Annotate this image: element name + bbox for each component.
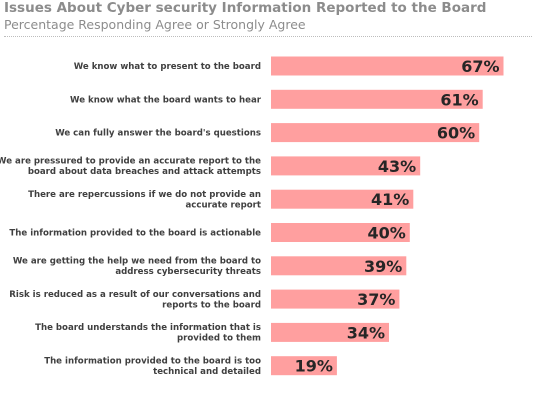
value-label-3: 60% (437, 124, 475, 143)
category-label-6: The information provided to the board is… (9, 229, 261, 239)
chart-title: Issues About Cyber security Information … (4, 0, 487, 16)
bar-8 (271, 289, 400, 309)
bar-7 (271, 256, 407, 276)
category-label-8-line-1: Risk is reduced as a result of our conve… (9, 290, 261, 300)
category-label-9-line-1: The board understands the information th… (35, 323, 261, 333)
category-label-4-line-2: board about data breaches and attack att… (28, 167, 261, 177)
header-divider (4, 36, 532, 37)
value-label-6: 40% (368, 224, 406, 243)
value-label-4: 43% (378, 157, 416, 176)
category-label-10-line-2: technical and detailed (153, 367, 261, 377)
value-label-5: 41% (371, 190, 409, 209)
value-label-1: 67% (461, 57, 499, 76)
category-label-1: We know what to present to the board (74, 62, 261, 72)
bar-4 (271, 156, 421, 176)
category-label-9-line-2: provided to them (177, 334, 261, 344)
bar-6 (271, 223, 410, 242)
bar-2 (271, 89, 483, 109)
category-label-3: We can fully answer the board's question… (55, 129, 261, 139)
bar-1 (271, 56, 504, 76)
bar-5 (271, 189, 414, 209)
category-label-7-line-1: We are getting the help we need from the… (13, 257, 261, 267)
value-label-10: 19% (295, 357, 333, 376)
category-label-5-line-2: accurate report (185, 200, 261, 210)
bar-10 (271, 356, 337, 376)
value-label-8: 37% (357, 290, 395, 309)
bar-3 (271, 123, 480, 143)
category-label-2: We know what the board wants to hear (70, 95, 262, 105)
category-label-4-line-1: We are pressured to provide an accurate … (0, 157, 261, 167)
category-label-7-line-2: address cybersecurity threats (115, 267, 261, 277)
category-label-5-line-1: There are repercussions if we do not pro… (28, 190, 261, 200)
category-label-8-line-2: reports to the board (162, 300, 261, 310)
value-label-9: 34% (347, 323, 385, 342)
chart-subtitle: Percentage Responding Agree or Strongly … (4, 17, 306, 32)
category-label-10-line-1: The information provided to the board is… (44, 356, 261, 366)
value-label-7: 39% (364, 257, 402, 276)
value-label-2: 61% (440, 90, 478, 109)
bar-9 (271, 322, 389, 342)
